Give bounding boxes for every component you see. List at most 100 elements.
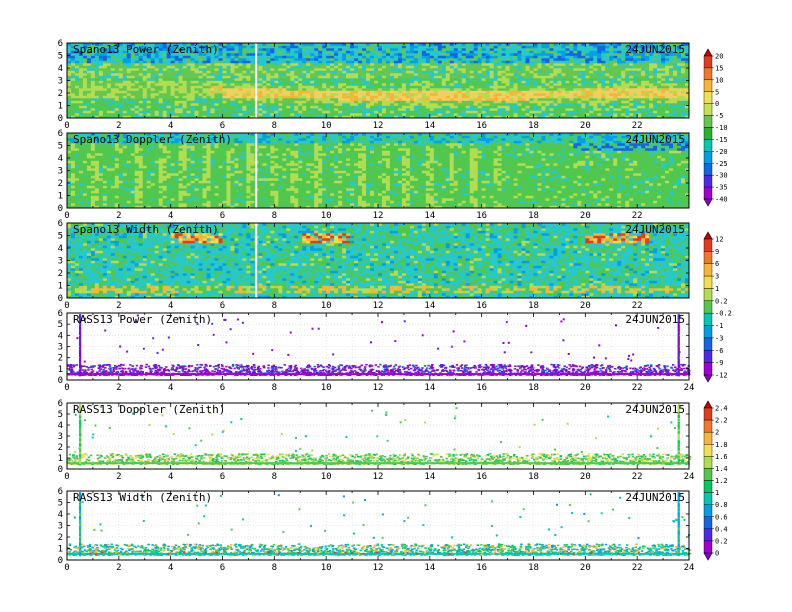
- x-tick-label: 12: [373, 121, 384, 131]
- x-tick-label: 6: [220, 121, 225, 131]
- panel-6-data: [67, 492, 692, 557]
- colorbar-swatch: [703, 337, 713, 351]
- x-tick-label: 14: [424, 472, 435, 482]
- colorbar-swatch: [703, 127, 713, 140]
- y-tick-label: 1: [58, 545, 63, 555]
- colorbars-group: 20151050-5-10-15-20-25-30-35-401296310.2…: [703, 48, 732, 561]
- x-tick-label: 12: [373, 563, 384, 573]
- y-tick-label: 5: [58, 410, 63, 420]
- data-gap: [255, 43, 258, 118]
- colorbar-label: -0.2: [715, 310, 732, 318]
- colorbar-label: 2: [715, 429, 719, 437]
- colorbar-swatch: [703, 407, 713, 421]
- colorbar-label: 0.2: [715, 537, 728, 545]
- x-tick-label: 20: [580, 121, 591, 131]
- x-tick-label: 6: [220, 301, 225, 311]
- y-tick-label: 1: [58, 454, 63, 464]
- x-tick-label: 20: [580, 383, 591, 393]
- colorbar-swatch: [703, 325, 713, 339]
- colorbar-label: 0.4: [715, 525, 728, 533]
- x-tick-label: 4: [168, 301, 173, 311]
- x-tick-label: 22: [632, 383, 643, 393]
- colorbar-width: 12 9 6 3 1 0.2 -0.2 -1 -3 -6 -9 -12: [703, 231, 732, 383]
- x-tick-label: 22: [632, 472, 643, 482]
- colorbar-label: 2.4: [715, 405, 728, 413]
- colorbar-swatch: [703, 139, 713, 152]
- colorbar-swatch: [703, 492, 713, 505]
- y-tick-label: 2: [58, 179, 63, 189]
- x-tick-label: 8: [272, 472, 277, 482]
- colorbar-label: -3: [715, 334, 723, 342]
- x-tick-label: 10: [321, 563, 332, 573]
- colorbar-doppler: 2.4 2.2 2 1.8 1.6 1.4 1.2 1 0.8 0.6 0.4 0.2 0: [703, 400, 728, 561]
- y-tick-label: 0: [58, 556, 63, 566]
- colorbar-label: 5: [715, 88, 719, 96]
- colorbar-label: 1.2: [715, 477, 728, 485]
- y-tick-label: 5: [58, 52, 63, 62]
- x-tick-label: 2: [116, 211, 121, 221]
- x-tick-label: 8: [272, 301, 277, 311]
- y-tick-label: 6: [58, 219, 63, 229]
- colorbar-swatch: [703, 238, 713, 252]
- colorbar-label: 10: [715, 76, 723, 84]
- colorbar-label: 6: [715, 260, 719, 268]
- colorbar-swatch: [703, 103, 713, 116]
- colorbar-label: 20: [715, 53, 723, 61]
- colorbar-swatch: [703, 516, 713, 530]
- x-tick-label: 0: [64, 472, 69, 482]
- colorbar-swatch: [703, 431, 713, 445]
- colorbar-swatch: [703, 263, 713, 277]
- colorbar-label: 0.6: [715, 513, 728, 521]
- colorbar-label: 3: [715, 273, 719, 281]
- y-tick-label: 4: [58, 64, 63, 74]
- colorbar-label: 15: [715, 64, 723, 72]
- x-tick-label: 16: [476, 472, 487, 482]
- y-tick-label: 6: [58, 399, 63, 409]
- colorbar-label: -35: [715, 184, 728, 192]
- y-tick-label: 6: [58, 309, 63, 319]
- x-tick-label: 2: [116, 472, 121, 482]
- colorbar-label: 0.8: [715, 501, 728, 509]
- colorbar-label: -30: [715, 172, 728, 180]
- colorbar-swatch: [703, 186, 713, 200]
- x-tick-label: 16: [476, 121, 487, 131]
- data-gap: [255, 133, 258, 208]
- x-tick-label: 10: [321, 472, 332, 482]
- x-tick-label: 24: [684, 563, 695, 573]
- panel-date: 24JUN2015: [625, 223, 685, 236]
- x-tick-label: 16: [476, 301, 487, 311]
- y-tick-label: 3: [58, 522, 63, 532]
- x-tick-label: 4: [168, 472, 173, 482]
- x-tick-label: 10: [321, 301, 332, 311]
- x-tick-label: 10: [321, 383, 332, 393]
- colorbar-swatch: [703, 504, 713, 517]
- panel-title: RASS13 Width (Zenith): [73, 491, 212, 504]
- colorbar-swatch: [703, 79, 713, 92]
- colorbar-label: 0: [715, 550, 719, 558]
- y-tick-label: 0: [58, 376, 63, 386]
- y-tick-label: 3: [58, 257, 63, 267]
- colorbar-swatch: [703, 275, 713, 289]
- x-tick-label: 22: [632, 211, 643, 221]
- y-tick-label: 5: [58, 232, 63, 242]
- panel-1-data: [67, 43, 690, 119]
- colorbar-swatch: [703, 528, 713, 542]
- colorbar-label: -12: [715, 372, 728, 380]
- colorbar-swatch: [703, 163, 713, 176]
- x-tick-label: 2: [116, 383, 121, 393]
- colorbar-label: -25: [715, 160, 728, 168]
- x-tick-label: 6: [220, 211, 225, 221]
- y-tick-label: 1: [58, 365, 63, 375]
- y-tick-label: 5: [58, 499, 63, 509]
- panel-date: 24JUN2015: [625, 403, 685, 416]
- colorbar-swatch: [703, 300, 713, 314]
- colorbar-label: -6: [715, 347, 723, 355]
- colorbar-swatch: [703, 480, 713, 493]
- panel-6-grid: [67, 491, 689, 560]
- y-tick-label: 4: [58, 154, 63, 164]
- y-tick-label: 3: [58, 167, 63, 177]
- panel-title: RASS13 Doppler (Zenith): [73, 403, 225, 416]
